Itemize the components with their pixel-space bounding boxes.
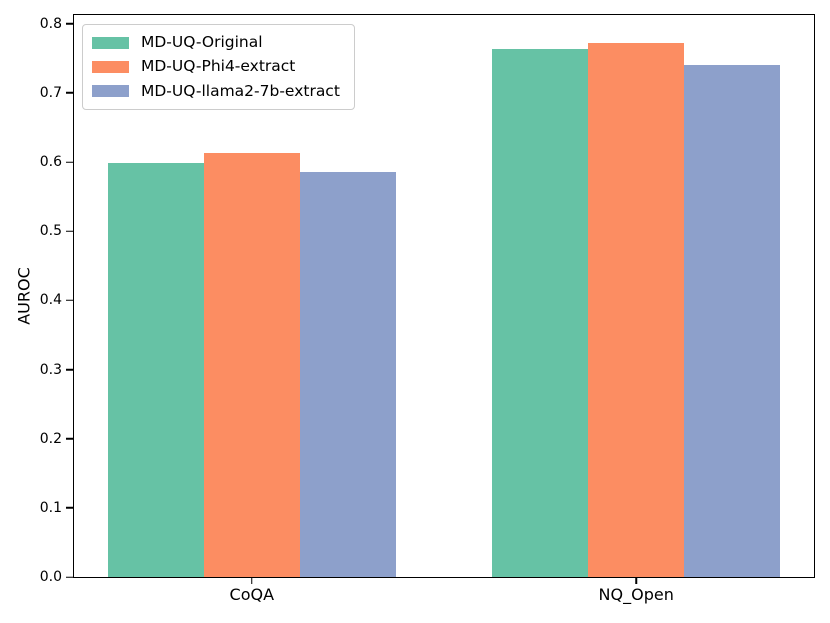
y-tick-mark [66,299,73,302]
y-axis-label: AUROC [14,267,34,325]
legend: MD-UQ-Original MD-UQ-Phi4-extract MD-UQ-ll… [82,24,355,111]
x-tick-mark [251,577,253,584]
y-tick-label: 0.1 [39,499,62,516]
bar-MD-UQ-Phi4-extract-CoQA [203,153,300,577]
bar-MD-UQ-Phi4-extract-NQ_Open [588,43,685,577]
y-tick-mark [66,437,73,440]
legend-swatch [92,85,129,98]
legend-label: MD-UQ-llama2-7b-extract [141,81,340,100]
x-tick-mark [635,577,637,584]
legend-swatch [92,61,129,74]
y-tick-label: 0.6 [39,154,62,170]
legend-item: MD-UQ-Original [92,33,340,52]
y-tick-mark [66,161,73,163]
legend-swatch [92,36,129,49]
legend-item: MD-UQ-llama2-7b-extract [92,82,340,101]
y-tick-label: 0.2 [39,430,62,447]
y-tick-mark [66,507,73,509]
y-tick-mark [66,92,73,94]
y-tick-label: 0.4 [39,292,62,309]
x-tick-label-CoQA: CoQA [229,585,275,604]
y-tick-label: 0.5 [39,223,62,240]
y-tick-mark [66,576,73,578]
y-tick-label: 0.7 [39,84,62,101]
y-tick-mark [66,368,73,371]
bar-MD-UQ-Original-CoQA [107,163,204,577]
legend-label: MD-UQ-Original [141,33,263,51]
plot-area: MD-UQ-Original MD-UQ-Phi4-extract MD-UQ-ll… [40,14,815,603]
y-tick-label: 0.8 [39,15,62,32]
y-tick-mark [66,230,73,232]
y-tick-label: 0.3 [39,361,62,378]
bar-MD-UQ-llama2-7b-extract-NQ_Open [684,65,781,577]
legend-item: MD-UQ-Phi4-extract [92,57,340,76]
bar-MD-UQ-llama2-7b-extract-CoQA [299,172,396,577]
legend-label: MD-UQ-Phi4-extract [141,57,296,76]
y-tick-label: 0.0 [39,569,62,585]
x-tick-label-NQ_Open: NQ_Open [598,585,674,604]
y-tick-mark [66,22,73,25]
bar-MD-UQ-Original-NQ_Open [492,48,589,577]
